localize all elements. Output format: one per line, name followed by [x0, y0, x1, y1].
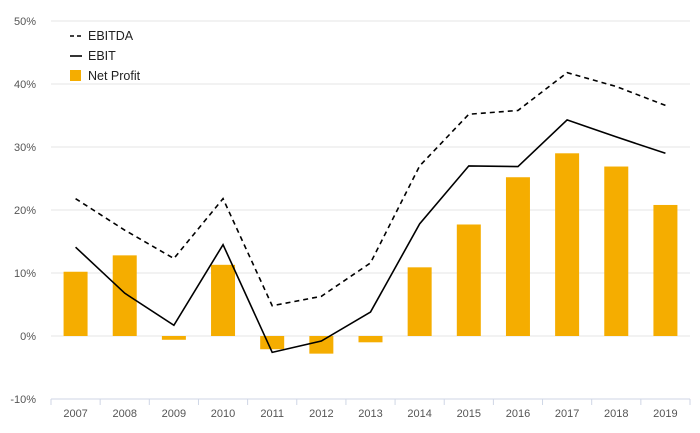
x-tick-label-2013: 2013 [358, 408, 382, 420]
bar-net-profit-2014 [407, 267, 432, 336]
legend-item-ebit: EBIT [70, 49, 116, 63]
x-tick-label-2010: 2010 [211, 408, 235, 420]
x-tick-label-2014: 2014 [407, 408, 431, 420]
x-axis-ticks: 2007 2008 2009 2010 2011 2012 2013 2014 2015 2016… [63, 408, 677, 420]
bar-net-profit-2009 [161, 336, 186, 340]
bar-net-profit-2015 [456, 224, 481, 336]
y-tick-label: 10% [14, 268, 36, 280]
bar-net-profit-2016 [505, 177, 530, 336]
x-tick-label-2012: 2012 [309, 408, 333, 420]
legend-swatch-net-profit [70, 70, 81, 81]
x-tick-label-2018: 2018 [604, 408, 628, 420]
x-tick-label-2015: 2015 [457, 408, 481, 420]
y-tick-label: -10% [10, 394, 36, 406]
line-ebitda [75, 71, 666, 307]
legend-item-ebitda: EBITDA [70, 29, 134, 43]
bar-net-profit-2019 [653, 204, 678, 336]
x-tick-label-2016: 2016 [506, 408, 530, 420]
y-tick-label: 40% [14, 79, 36, 91]
bar-net-profit-2007 [63, 271, 88, 336]
bar-net-profit-2010 [211, 264, 236, 336]
y-tick-label: 0% [20, 331, 36, 343]
x-tick-label-2011: 2011 [260, 408, 284, 420]
bar-net-profit-2013 [358, 336, 383, 343]
y-tick-label: 50% [14, 16, 36, 28]
x-tick-label-2009: 2009 [162, 408, 186, 420]
legend-item-net-profit: Net Profit [70, 69, 141, 83]
x-tick-label-2017: 2017 [555, 408, 579, 420]
y-tick-label: 20% [14, 205, 36, 217]
line-ebit [75, 118, 666, 354]
legend-label-ebitda: EBITDA [88, 29, 134, 43]
y-axis-ticks: -10% 0% 10% 20% 30% 40% 50% [10, 16, 36, 406]
bar-net-profit-2018 [604, 166, 629, 336]
legend: EBITDA EBIT Net Profit [70, 29, 141, 83]
x-axis [50, 398, 691, 405]
bar-net-profit-2017 [555, 153, 580, 336]
net-profit-bars [63, 153, 678, 354]
legend-label-ebit: EBIT [88, 49, 116, 63]
legend-label-net-profit: Net Profit [88, 69, 141, 83]
bar-net-profit-2012 [309, 336, 334, 354]
x-tick-label-2008: 2008 [112, 408, 136, 420]
y-tick-label: 30% [14, 142, 36, 154]
line-series [75, 71, 666, 354]
bar-net-profit-2008 [112, 255, 137, 336]
x-tick-label-2007: 2007 [63, 408, 87, 420]
bar-net-profit-2011 [260, 336, 285, 350]
x-tick-label-2019: 2019 [653, 408, 677, 420]
gridlines [51, 20, 690, 337]
